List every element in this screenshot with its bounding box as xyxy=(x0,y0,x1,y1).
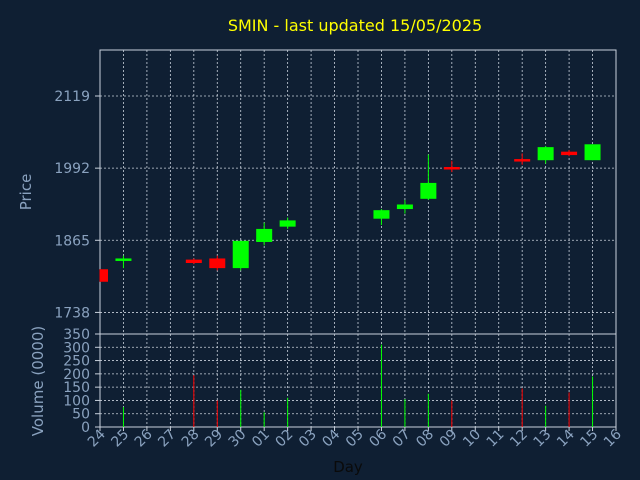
volume-tick-label: 0 xyxy=(81,420,90,436)
candle-body xyxy=(115,258,132,261)
day-tick-label: 10 xyxy=(460,427,484,451)
candle-body xyxy=(279,220,296,227)
day-tick-label: 12 xyxy=(507,427,531,451)
price-grid xyxy=(100,50,616,334)
volume-tick-label: 150 xyxy=(63,380,90,396)
day-tick-label: 27 xyxy=(155,427,179,451)
day-tick-label: 03 xyxy=(296,427,320,451)
day-tick-label: 14 xyxy=(554,426,578,450)
volume-tick-label: 350 xyxy=(63,327,90,343)
day-tick-label: 04 xyxy=(319,426,343,450)
day-tick-label: 13 xyxy=(531,427,555,451)
candle-body xyxy=(443,167,460,170)
day-tick-label: 16 xyxy=(601,426,625,450)
day-tick-label: 06 xyxy=(366,426,390,450)
chart-title: SMIN - last updated 15/05/2025 xyxy=(228,16,482,35)
day-tick-label: 29 xyxy=(202,427,226,451)
day-tick-label: 02 xyxy=(273,427,297,451)
price-tick-label: 1738 xyxy=(54,305,90,321)
price-axis-label: Price xyxy=(17,174,35,211)
candle-body xyxy=(396,204,413,210)
day-tick-label: 11 xyxy=(484,427,508,451)
price-tick-label: 2119 xyxy=(54,89,90,105)
volume-tick-label: 50 xyxy=(72,407,90,423)
candle-body xyxy=(209,258,226,269)
candle-body xyxy=(100,269,108,282)
candle-body xyxy=(537,147,554,161)
volume-bars xyxy=(122,344,594,427)
candle-body xyxy=(514,159,531,162)
volume-grid xyxy=(100,334,616,427)
candle-body xyxy=(561,151,578,156)
candle-body xyxy=(373,210,390,219)
day-tick-label: 01 xyxy=(249,427,273,451)
day-tick-label: 25 xyxy=(108,427,132,451)
day-tick-label: 30 xyxy=(226,427,250,451)
price-tick-labels: 1738 1865 1992 2119 xyxy=(54,89,100,321)
day-tick-label: 05 xyxy=(343,427,367,451)
volume-tick-label: 250 xyxy=(63,354,90,370)
day-tick-labels: 24 25 26 27 28 29 30 01 02 03 04 05 06 07 08 09 10 11 12 13… xyxy=(85,426,625,450)
volume-tick-label: 200 xyxy=(63,367,90,383)
day-tick-label: 09 xyxy=(437,427,461,451)
candle-body xyxy=(256,228,273,242)
volume-axis-label: Volume (0000) xyxy=(29,326,47,436)
day-tick-label: 26 xyxy=(132,426,156,450)
day-tick-label: 15 xyxy=(577,427,601,451)
candles xyxy=(99,144,601,282)
price-tick-label: 1992 xyxy=(54,161,90,177)
candle-body xyxy=(584,144,601,161)
day-tick-label: 28 xyxy=(179,427,203,451)
volume-tick-label: 300 xyxy=(63,340,90,356)
price-tick-label: 1865 xyxy=(54,233,90,249)
day-tick-label: 08 xyxy=(413,427,437,451)
volume-tick-label: 100 xyxy=(63,393,90,409)
day-axis-label: Day xyxy=(333,458,363,476)
day-tick-label: 07 xyxy=(390,427,414,451)
candle-body xyxy=(420,182,437,199)
price-panel: 1738 1865 1992 2119 Price xyxy=(17,49,617,335)
candle-body xyxy=(232,240,249,269)
candle-body xyxy=(185,259,202,263)
